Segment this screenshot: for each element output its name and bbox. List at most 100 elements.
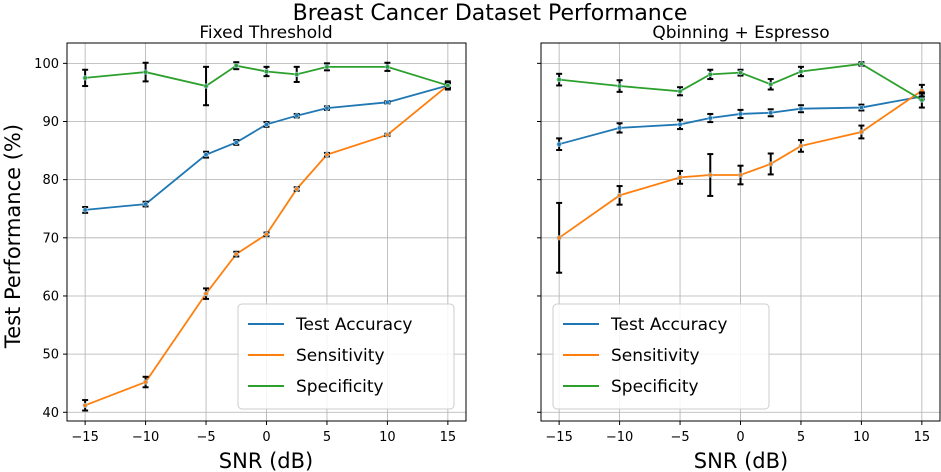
x-tick-label: −15 bbox=[545, 430, 572, 445]
data-point bbox=[556, 141, 562, 147]
data-point bbox=[798, 106, 804, 112]
data-point bbox=[294, 71, 300, 78]
data-point bbox=[324, 64, 330, 70]
legend-item-specificity: Specificity bbox=[563, 377, 699, 397]
y-tick-label: 80 bbox=[42, 173, 59, 188]
data-point bbox=[707, 115, 713, 121]
data-point bbox=[203, 291, 209, 297]
data-point bbox=[384, 132, 391, 138]
x-tick-label: 10 bbox=[853, 430, 870, 445]
data-point bbox=[556, 77, 562, 83]
data-point bbox=[142, 201, 149, 207]
legend-label: Specificity bbox=[296, 377, 384, 397]
legend-label: Sensitivity bbox=[611, 346, 700, 366]
data-point bbox=[677, 121, 683, 128]
data-point bbox=[737, 172, 744, 178]
data-point bbox=[768, 161, 774, 167]
data-point bbox=[858, 129, 865, 135]
data-point bbox=[858, 104, 865, 111]
data-point bbox=[616, 83, 623, 89]
data-point bbox=[82, 75, 88, 81]
data-point bbox=[384, 99, 391, 105]
legend-item-sensitivity: Sensitivity bbox=[248, 346, 385, 366]
x-tick-label: −10 bbox=[606, 430, 633, 445]
x-tick-label: −5 bbox=[196, 430, 215, 445]
y-tick-label: 90 bbox=[42, 115, 59, 130]
y-tick-label: 100 bbox=[34, 57, 59, 72]
axes-frame bbox=[540, 42, 941, 422]
data-point bbox=[263, 121, 270, 128]
y-tick-label: 40 bbox=[42, 406, 59, 421]
data-point bbox=[858, 61, 865, 67]
x-axis-label: SNR (dB) bbox=[219, 449, 313, 472]
axes-frame bbox=[66, 42, 467, 422]
data-point bbox=[263, 68, 270, 75]
x-axis-label: SNR (dB) bbox=[694, 449, 788, 472]
chart-panel-qbinning-espresso: Qbinning + Espresso SNR (dB) −15 −10 −5 0 5 1… bbox=[537, 23, 941, 472]
legend: Test Accuracy Sensitivity Specificity bbox=[552, 303, 770, 410]
x-tick-label: 0 bbox=[736, 430, 744, 445]
chart-title: Fixed Threshold bbox=[199, 23, 332, 43]
data-point bbox=[324, 105, 330, 111]
data-point bbox=[203, 83, 209, 89]
data-point bbox=[384, 64, 391, 70]
data-point bbox=[798, 143, 804, 149]
data-point bbox=[294, 186, 300, 192]
x-tick-label: 15 bbox=[914, 430, 931, 445]
legend-item-specificity: Specificity bbox=[248, 377, 384, 397]
data-point bbox=[142, 69, 149, 75]
legend-label: Sensitivity bbox=[296, 346, 385, 366]
series-specificity bbox=[82, 61, 451, 107]
legend-item-test-accuracy: Test Accuracy bbox=[248, 315, 413, 335]
legend-item-test-accuracy: Test Accuracy bbox=[563, 315, 728, 335]
data-point bbox=[82, 402, 88, 408]
data-point bbox=[798, 68, 804, 75]
legend: Test Accuracy Sensitivity Specificity bbox=[237, 303, 455, 410]
data-point bbox=[233, 63, 239, 69]
series-sensitivity bbox=[82, 82, 451, 412]
data-point bbox=[294, 113, 300, 119]
data-point bbox=[142, 379, 149, 385]
data-point bbox=[233, 251, 239, 257]
data-point bbox=[263, 231, 270, 237]
x-tick-label: 5 bbox=[323, 430, 331, 445]
x-tick-label: −10 bbox=[132, 430, 159, 445]
data-point bbox=[233, 139, 239, 146]
ticks: −15 −10 −5 0 5 10 15 bbox=[537, 62, 931, 445]
data-point bbox=[616, 192, 623, 198]
data-point bbox=[445, 82, 451, 89]
data-point bbox=[919, 97, 925, 103]
data-point bbox=[203, 152, 209, 158]
legend-label: Test Accuracy bbox=[295, 315, 413, 335]
data-point bbox=[616, 125, 623, 131]
legend-box bbox=[552, 303, 770, 410]
y-axis-label: Test Performance (%) bbox=[1, 124, 25, 349]
legend-box bbox=[237, 303, 455, 410]
series-specificity bbox=[556, 61, 925, 109]
data-point bbox=[677, 174, 683, 180]
legend-item-sensitivity: Sensitivity bbox=[563, 346, 700, 366]
y-tick-label: 60 bbox=[42, 289, 59, 304]
x-tick-label: 15 bbox=[440, 430, 457, 445]
x-tick-label: −5 bbox=[670, 430, 689, 445]
data-point bbox=[324, 152, 330, 158]
x-tick-label: 10 bbox=[379, 430, 396, 445]
x-tick-label: −15 bbox=[71, 430, 98, 445]
figure-suptitle: Breast Cancer Dataset Performance bbox=[293, 1, 688, 26]
legend-label: Specificity bbox=[611, 377, 699, 397]
data-point bbox=[556, 235, 562, 241]
data-point bbox=[768, 110, 774, 116]
data-point bbox=[677, 88, 683, 94]
y-tick-label: 70 bbox=[42, 231, 59, 246]
data-point bbox=[737, 111, 744, 117]
data-point bbox=[707, 71, 713, 78]
x-tick-label: 0 bbox=[262, 430, 270, 445]
data-point bbox=[737, 70, 744, 76]
data-point bbox=[707, 172, 713, 178]
ticks: −15 −10 −5 0 5 10 15 40 50 60 70 80 90 100 bbox=[34, 57, 456, 445]
data-point bbox=[768, 81, 774, 87]
chart-panel-fixed-threshold: Fixed Threshold SNR (dB) −15 −10 −5 0 5 10 15 4… bbox=[34, 23, 467, 472]
chart-title: Qbinning + Espresso bbox=[652, 23, 829, 43]
series-sensitivity bbox=[556, 83, 925, 274]
